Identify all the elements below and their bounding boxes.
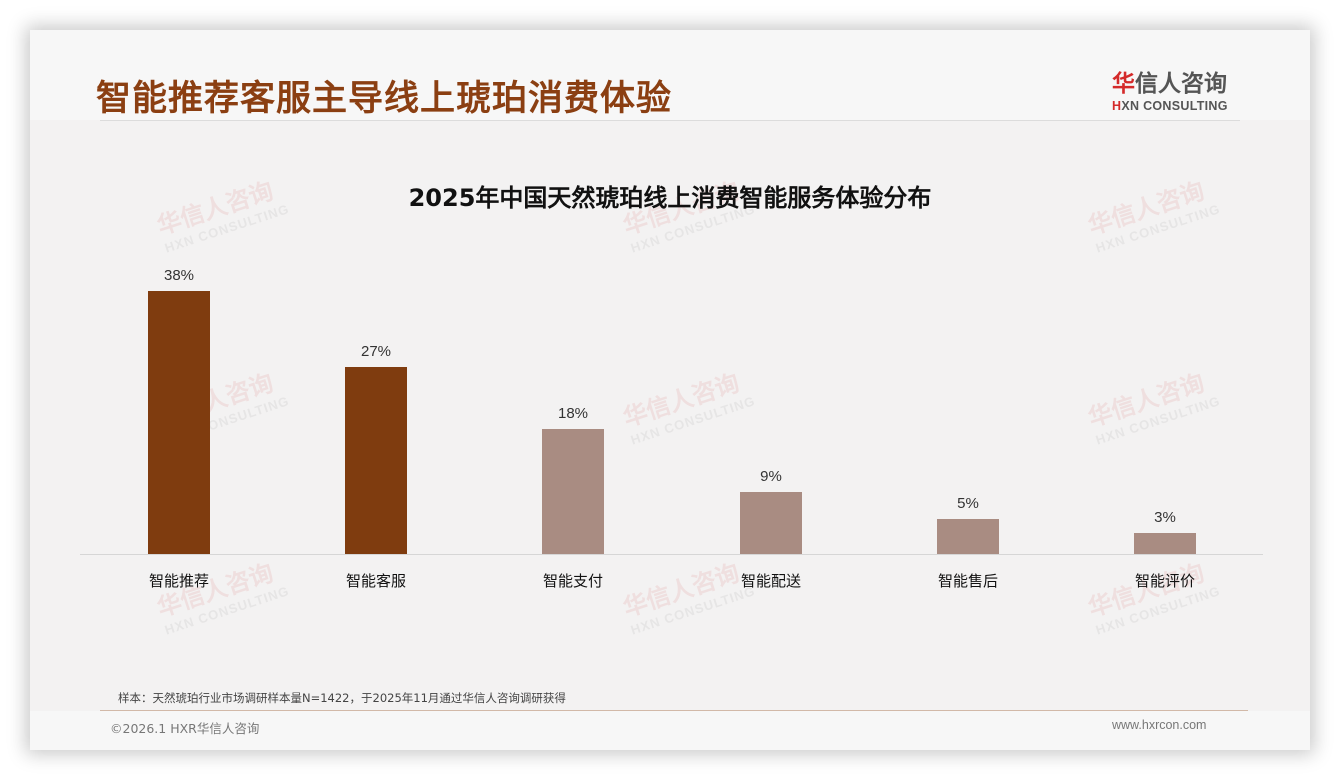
title-divider [100, 120, 1240, 121]
page-title: 智能推荐客服主导线上琥珀消费体验 [96, 79, 673, 119]
bar-value-label: 18% [557, 405, 589, 423]
bar-value-label: 5% [957, 495, 979, 513]
bar-4 [740, 491, 802, 554]
website-link[interactable]: www.hxrcon.com [1112, 718, 1207, 732]
footer-band [30, 711, 1310, 750]
bar-value-label: 9% [760, 467, 782, 485]
logo-en: HXN CONSULTING [1112, 99, 1228, 113]
category-label: 智能客服 [345, 572, 406, 590]
bar-value-label: 38% [163, 267, 195, 284]
category-label: 智能配送 [740, 572, 801, 590]
bar-chart: 38% 智能推荐 27% 智能客服 18% 智能支付 9% 智能配送 5% 智能售后 3% 智能评价 [30, 30, 1310, 750]
bar-6 [1134, 533, 1196, 554]
chart-title: 2025年中国天然琥珀线上消费智能服务体验分布 [408, 184, 932, 212]
x-axis-line [80, 554, 1263, 555]
bar-5 [937, 519, 999, 554]
copyright: ©2026.1 HXR华信人咨询 [110, 721, 260, 736]
category-label: 智能售后 [937, 572, 998, 590]
category-label: 智能推荐 [148, 572, 209, 590]
bar-value-label: 27% [360, 343, 392, 361]
bar-value-label: 3% [1154, 509, 1176, 527]
category-label: 智能支付 [542, 572, 603, 590]
bar-1 [148, 291, 210, 554]
sample-note: 样本：天然琥珀行业市场调研样本量N=1422，于2025年11月通过华信人咨询调… [118, 691, 566, 705]
bar-3 [542, 429, 604, 554]
brand-logo: 华信人咨询 HXN CONSULTING [1112, 64, 1242, 113]
logo-cn: 华信人咨询 [1112, 71, 1227, 97]
category-label: 智能评价 [1134, 572, 1195, 590]
bar-2 [345, 367, 407, 554]
footer-divider [100, 710, 1248, 711]
slide: 智能推荐客服主导线上琥珀消费体验 华信人咨询 HXN CONSULTING 华信… [30, 30, 1310, 750]
header-band [30, 30, 1310, 120]
